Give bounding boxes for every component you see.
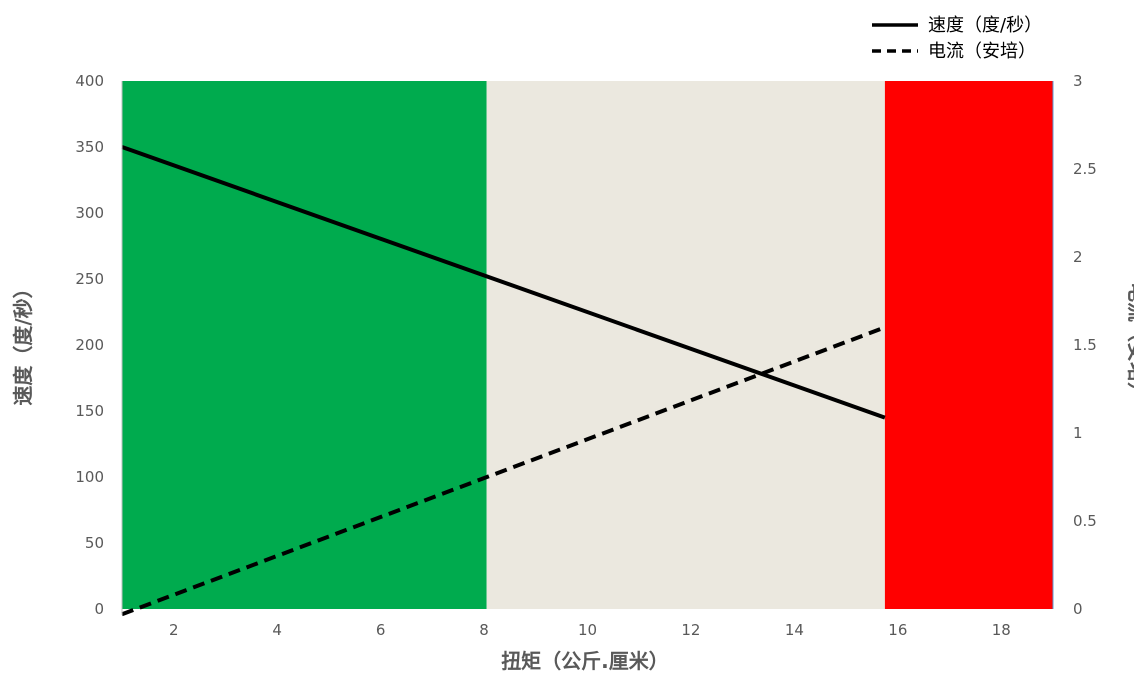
axes	[121, 81, 1054, 615]
left-y-axis-title: 速度（度/秒）	[11, 278, 35, 405]
right-tick-label: 2	[1073, 248, 1083, 266]
left-tick-label: 200	[75, 336, 104, 354]
legend: 速度（度/秒） 电流（安培）	[872, 15, 1042, 62]
x-tick-label: 2	[169, 621, 179, 639]
left-tick-label: 400	[75, 72, 104, 90]
x-tick-label: 10	[578, 621, 597, 639]
left-tick-label: 100	[75, 468, 104, 486]
x-tick-label: 18	[992, 621, 1011, 639]
left-tick-label: 350	[75, 138, 104, 156]
x-tick-label: 12	[681, 621, 700, 639]
left-tick-label: 250	[75, 270, 104, 288]
right-tick-label: 0	[1073, 600, 1083, 618]
right-tick-label: 1	[1073, 424, 1083, 442]
left-tick-label: 50	[85, 534, 104, 552]
right-tick-label: 1.5	[1073, 336, 1097, 354]
series-lines	[121, 145, 886, 617]
region-2	[884, 81, 1053, 609]
series-line-1	[121, 325, 886, 617]
legend-label-current: 电流（安培）	[928, 41, 1036, 62]
right-tick-label: 3	[1073, 72, 1083, 90]
left-tick-label: 150	[75, 402, 104, 420]
region-0	[122, 81, 487, 609]
x-axis-title: 扭矩（公斤.厘米）	[501, 649, 669, 673]
left-tick-label: 0	[94, 600, 104, 618]
right-tick-label: 0.5	[1073, 512, 1097, 530]
right-y-axis-title: 电流（安培）	[1125, 282, 1134, 402]
right-tick-label: 2.5	[1073, 160, 1097, 178]
x-tick-labels: 2 4 6 8 10 12 14 16 18	[169, 621, 1011, 639]
background-regions	[122, 81, 1053, 609]
legend-label-speed: 速度（度/秒）	[928, 15, 1042, 36]
left-tick-label: 300	[75, 204, 104, 222]
left-tick-labels: 0 50 100 150 200 250 300 350 400	[75, 72, 104, 618]
x-tick-label: 8	[479, 621, 489, 639]
x-tick-label: 4	[272, 621, 282, 639]
x-tick-label: 14	[785, 621, 804, 639]
x-tick-label: 16	[888, 621, 907, 639]
series-line-0	[121, 145, 886, 420]
x-tick-label: 6	[376, 621, 386, 639]
right-tick-labels: 0 0.5 1 1.5 2 2.5 3	[1073, 72, 1097, 618]
